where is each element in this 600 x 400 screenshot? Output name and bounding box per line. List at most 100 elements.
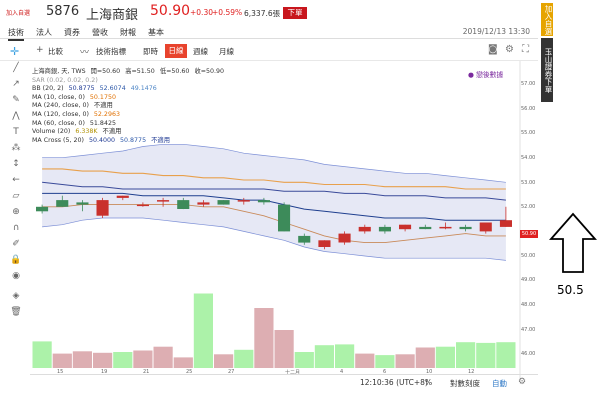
legend-ma10[interactable]: MA (10, close, 0) 50.1750 xyxy=(32,94,224,103)
volume-bar xyxy=(375,355,395,368)
candle-body xyxy=(439,226,452,229)
indicator-icon[interactable]: 〰 xyxy=(80,48,90,58)
price-change-percent: +0.59% xyxy=(212,8,243,17)
legend-volume[interactable]: Volume (20) 6.338K 不適用 xyxy=(32,128,224,137)
legend-label: MA (120, close, 0) xyxy=(32,110,89,118)
up-arrow-annotation xyxy=(549,212,597,273)
bb-middle-line xyxy=(42,192,506,221)
axis-label: 57.00 xyxy=(521,81,536,87)
pencil-lock-icon[interactable]: ✐ xyxy=(12,239,20,249)
legend-value: 52.2963 xyxy=(93,110,120,118)
trend-line-icon[interactable]: ╱ xyxy=(13,63,19,73)
candle-body xyxy=(499,220,512,227)
pattern-icon[interactable]: ⋀ xyxy=(12,111,20,121)
x-axis-label: 25 xyxy=(186,369,193,375)
volume-bar xyxy=(153,346,173,368)
eye-icon[interactable]: ◉ xyxy=(12,271,20,281)
sidebar-order-button[interactable]: 玉山證券下單 xyxy=(541,38,553,102)
plus-icon[interactable]: + xyxy=(36,45,44,55)
legend-value: 50.8775 xyxy=(68,85,95,93)
daily-button[interactable]: 日線 xyxy=(165,44,187,58)
tab-financials[interactable]: 財報 xyxy=(120,28,136,37)
trash-icon[interactable]: 🗑 xyxy=(10,307,22,317)
volume-bar xyxy=(496,342,516,368)
weekly-button[interactable]: 週線 xyxy=(193,47,208,56)
monthly-button[interactable]: 月線 xyxy=(219,47,234,56)
volume-bar xyxy=(314,345,334,368)
legend-macross[interactable]: MA Cross (5, 20) 50.4000 50.8775 不適用 xyxy=(32,137,224,146)
tab-institutional[interactable]: 法人 xyxy=(36,28,52,37)
tab-basic[interactable]: 基本 xyxy=(148,28,164,37)
axis-label: 46.00 xyxy=(521,351,536,357)
indicators-button[interactable]: 技術指標 xyxy=(96,47,126,56)
lock-icon[interactable]: 🔒 xyxy=(10,255,22,265)
legend-open: 開=50.60 xyxy=(90,68,121,75)
candle-body xyxy=(278,204,291,232)
layers-icon[interactable]: ◈ xyxy=(12,291,20,301)
settings-icon[interactable]: ⚙ xyxy=(518,377,527,387)
candle-body xyxy=(318,240,331,247)
log-scale-button[interactable]: 對數刻度 xyxy=(450,379,480,388)
ray-icon[interactable]: ↗ xyxy=(12,79,20,89)
candle-body xyxy=(399,224,412,230)
measure-icon[interactable]: ↕ xyxy=(12,159,20,169)
stock-header: 加入自選 5876 上海商銀 50.90 +0.30 +0.59% 6,337.… xyxy=(0,0,538,24)
chart-toolbar: ✛ + 比較 〰 技術指標 即時 日線 週線 月線 ◙ ⚙ ⛶ xyxy=(0,41,538,61)
auto-scale-button[interactable]: 自動 xyxy=(492,379,507,388)
node-icon[interactable]: ⁂ xyxy=(11,143,21,153)
crosshair-icon[interactable]: ✛ xyxy=(10,45,20,58)
intraday-button[interactable]: 即時 xyxy=(143,47,158,56)
candle-body xyxy=(177,200,190,209)
legend-ma120[interactable]: MA (120, close, 0) 52.2963 xyxy=(32,111,224,120)
chart-area[interactable] xyxy=(30,61,538,392)
axis-label: 52.00 xyxy=(521,204,536,210)
ma-layer xyxy=(42,143,506,261)
legend-value: 不適用 xyxy=(151,136,170,144)
stock-price: 50.90 xyxy=(150,3,191,19)
bb-upper-line xyxy=(42,143,506,183)
percent-scale-button[interactable]: % xyxy=(425,378,433,387)
axis-label: 48.00 xyxy=(521,302,536,308)
favorite-badge[interactable]: ● 戀後數據 xyxy=(468,71,504,79)
fullscreen-icon[interactable]: ⛶ xyxy=(522,44,529,55)
volume-bar xyxy=(133,350,153,368)
order-button[interactable]: 下單 xyxy=(283,7,307,19)
ma10-line xyxy=(42,204,506,244)
volume-bar xyxy=(113,352,133,368)
price-change: +0.30 xyxy=(190,8,213,17)
legend-label: Volume (20) xyxy=(32,128,71,136)
price-chart[interactable] xyxy=(30,61,538,392)
trade-volume: 6,337.6張 xyxy=(244,9,281,18)
tab-margin[interactable]: 資券 xyxy=(64,28,80,37)
tab-revenue[interactable]: 營收 xyxy=(92,28,108,37)
sidebar-watch-button[interactable]: 加入自選 xyxy=(541,3,553,36)
brush-icon[interactable]: ✎ xyxy=(12,95,20,105)
legend-ma240[interactable]: MA (240, close, 0) 不適用 xyxy=(32,102,224,111)
legend-bb[interactable]: BB (20, 2) 50.8775 52.6074 49.1476 xyxy=(32,85,224,94)
settings-icon[interactable]: ⚙ xyxy=(505,44,514,55)
axis-label: 53.00 xyxy=(521,180,536,186)
x-axis-label: 12 xyxy=(468,369,475,375)
indicator-legend: 上海商銀, 天, TWS 開=50.60 高=51.50 低=50.60 收=5… xyxy=(32,68,224,145)
magnet-icon[interactable]: ∩ xyxy=(12,223,20,233)
compare-button[interactable]: 比較 xyxy=(48,47,63,56)
stock-name: 上海商銀 xyxy=(86,8,139,23)
candle-body xyxy=(257,200,270,203)
add-watchlist-link[interactable]: 加入自選 xyxy=(6,10,31,17)
candle-body xyxy=(419,226,432,230)
chart-footer: 12:10:36 (UTC+8) % 對數刻度 自動 ⚙ xyxy=(30,374,538,392)
candle-body xyxy=(479,222,492,232)
bb-lower-line xyxy=(42,217,506,261)
candle-body xyxy=(197,202,210,205)
zoom-in-icon[interactable]: ⊕ xyxy=(12,207,20,217)
legend-label: MA (60, close, 0) xyxy=(32,119,85,127)
legend-ma60[interactable]: MA (60, close, 0) 51.8425 xyxy=(32,120,224,129)
ruler-icon[interactable]: ▱ xyxy=(12,191,20,201)
text-icon[interactable]: T xyxy=(13,127,19,137)
tab-technical[interactable]: 技術 xyxy=(8,27,24,41)
volume-bar xyxy=(395,354,415,368)
legend-label: MA (240, close, 0) xyxy=(32,102,89,110)
camera-icon[interactable]: ◙ xyxy=(488,44,498,55)
back-arrow-icon[interactable]: ← xyxy=(12,175,20,185)
legend-low: 低=50.60 xyxy=(159,68,190,75)
